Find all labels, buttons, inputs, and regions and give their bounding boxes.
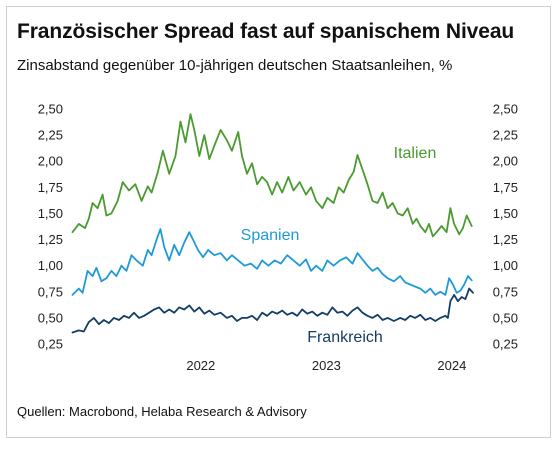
y-tick-label-right: 1,75 <box>493 180 518 195</box>
y-tick-label-left: 2,25 <box>38 128 63 143</box>
y-axis-right: 0,25 0,50 0,75 1,00 1,25 1,50 1,75 2,00 2,25 2,50 <box>493 102 518 352</box>
series-line-frankreich <box>71 287 474 334</box>
chart-subtitle: Zinsabstand gegenüber 10-jährigen deutsc… <box>17 57 453 74</box>
y-tick-label-right: 2,50 <box>493 102 518 117</box>
y-tick-label-right: 0,25 <box>493 337 518 352</box>
series-line-italien <box>71 113 473 238</box>
series-lines <box>71 113 474 334</box>
chart-frame <box>6 6 551 438</box>
series-label-spanien: Spanien <box>241 227 300 244</box>
y-tick-label-left: 1,50 <box>38 206 63 221</box>
y-tick-label-left: 2,00 <box>38 154 63 169</box>
x-tick-label: 2022 <box>186 358 215 373</box>
y-tick-label-left: 2,50 <box>38 102 63 117</box>
y-tick-label-right: 0,50 <box>493 310 518 325</box>
y-tick-label-right: 2,25 <box>493 128 518 143</box>
y-tick-label-right: 1,50 <box>493 206 518 221</box>
y-tick-label-left: 1,75 <box>38 180 63 195</box>
y-tick-label-right: 1,25 <box>493 232 518 247</box>
x-tick-label: 2023 <box>312 358 341 373</box>
y-tick-label-left: 0,25 <box>38 337 63 352</box>
y-tick-label-left: 0,50 <box>38 310 63 325</box>
source-note: Quellen: Macrobond, Helaba Research & Ad… <box>17 404 307 419</box>
series-label-italien: Italien <box>394 145 437 162</box>
y-axis-left: 0,25 0,50 0,75 1,00 1,25 1,50 1,75 2,00 2,25 2,50 <box>38 102 63 352</box>
series-label-frankreich: Frankreich <box>307 329 383 346</box>
y-tick-label-left: 0,75 <box>38 284 63 299</box>
y-tick-label-right: 1,00 <box>493 258 518 273</box>
chart-title: Französischer Spread fast auf spanischem… <box>17 20 515 43</box>
series-labels: Italien Spanien Frankreich <box>241 145 437 346</box>
x-tick-label: 2024 <box>437 358 466 373</box>
series-line-spanien <box>71 228 473 296</box>
y-tick-label-left: 1,00 <box>38 258 63 273</box>
y-tick-label-right: 0,75 <box>493 284 518 299</box>
y-tick-label-left: 1,25 <box>38 232 63 247</box>
x-axis: 2022 2023 2024 <box>186 358 466 373</box>
y-tick-label-right: 2,00 <box>493 154 518 169</box>
